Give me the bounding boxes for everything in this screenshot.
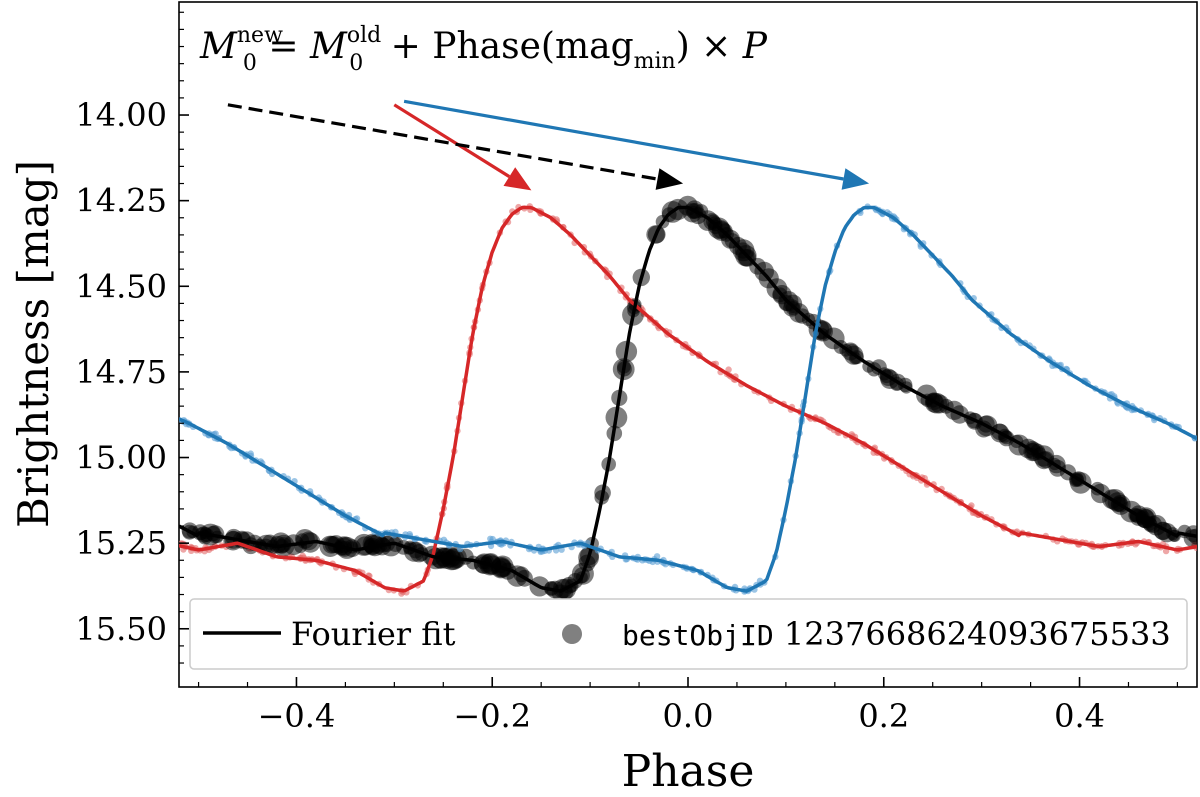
arrow-layer [227, 99, 870, 191]
tick-layer: −0.4 −0.2 0.0 0.2 0.4 14.00 14.25 14.50 14.75 15.… [75, 11, 1179, 735]
arrow-shaft-red [393, 103, 511, 178]
arrow-head-black [655, 168, 684, 190]
arrow-head-red [503, 167, 532, 191]
fit-line-red-shifted [179, 205, 1197, 593]
y-tick-label: 14.00 [75, 96, 167, 134]
legend-dot-marker [562, 624, 582, 644]
x-tick-label: 0.0 [663, 697, 714, 735]
x-tick-label: 0.2 [858, 697, 909, 735]
legend: Fourier fit bestObjID 123766862409367553… [189, 598, 1188, 670]
legend-label-fit: Fourier fit [291, 615, 456, 653]
plot-area [179, 195, 1197, 602]
x-tick-label: −0.4 [258, 697, 336, 735]
y-tick-label: 14.75 [75, 353, 167, 391]
arrow-head-blue [841, 168, 870, 190]
y-tick-label: 14.50 [75, 267, 167, 305]
data-point [725, 366, 732, 373]
data-point [269, 536, 287, 554]
annotation-equation: Mnew 0 = Mold 0 + Phase(magmin) × P [199, 23, 768, 76]
arrow-shaft-black [227, 103, 658, 181]
legend-label-obj: bestObjID 1237668624093675533 [622, 615, 1171, 653]
arrow-shaft-blue [403, 99, 844, 181]
y-tick-label: 14.25 [75, 182, 167, 220]
fit-line-blue-shifted [179, 205, 1197, 593]
legend-box [189, 598, 1188, 670]
y-axis-label: Brightness [mag] [9, 160, 58, 528]
x-tick-label: 0.4 [1054, 697, 1105, 735]
fit-line-original [179, 205, 1197, 593]
y-tick-label: 15.25 [75, 524, 167, 562]
data-layer [179, 195, 1197, 602]
x-tick-label: −0.2 [453, 697, 531, 735]
x-axis-label: Phase [622, 746, 755, 797]
y-tick-label: 15.00 [75, 439, 167, 477]
y-tick-label: 15.50 [75, 610, 167, 648]
